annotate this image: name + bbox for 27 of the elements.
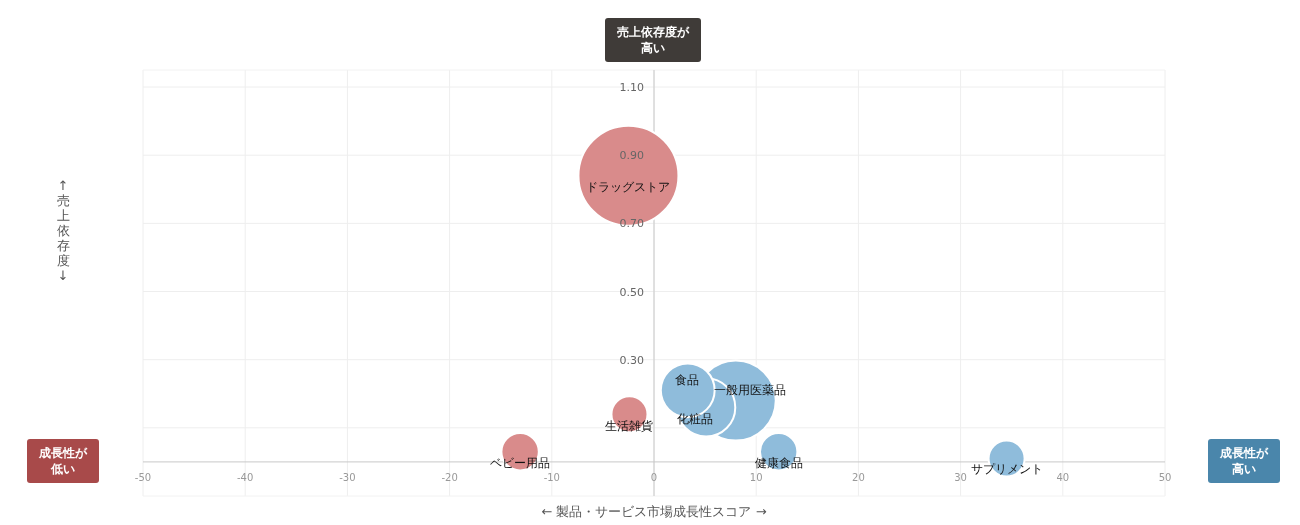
text: ↑売上依存度↓ bbox=[56, 178, 70, 283]
x-tick-label: 10 bbox=[749, 471, 763, 483]
y-tick-label: 0.70 bbox=[619, 217, 644, 231]
x-tick-label: -40 bbox=[237, 471, 254, 483]
x-tick-label: 20 bbox=[852, 471, 865, 483]
annotation: 健康食品 bbox=[754, 455, 803, 470]
y-tick-label: 0.90 bbox=[619, 149, 644, 163]
y-tick-label: 1.10 bbox=[619, 81, 644, 95]
text: 売上依存度が高い bbox=[617, 25, 690, 55]
x-tick-label: 0 bbox=[650, 471, 658, 483]
x-tick-label: 30 bbox=[954, 471, 967, 483]
x-tick-label: -30 bbox=[339, 471, 356, 483]
x-axis-title: ← 製品・サービス市場成長性スコア → bbox=[541, 504, 767, 519]
y-tick-label: 0.50 bbox=[619, 285, 644, 299]
x-tick-label: -20 bbox=[441, 471, 458, 483]
x-tick-label: -10 bbox=[543, 471, 560, 483]
text: 成長性が低い bbox=[38, 446, 88, 476]
text: 成長性が高い bbox=[1219, 446, 1269, 476]
x-tick-label: 50 bbox=[1158, 471, 1172, 483]
annotation: 食品 bbox=[674, 373, 699, 388]
annotation: ドラッグストア bbox=[586, 179, 671, 194]
annotation: 化粧品 bbox=[677, 412, 714, 427]
x-tick-label: -50 bbox=[134, 471, 152, 483]
annotation: サプリメント bbox=[970, 461, 1043, 476]
annotation: 生活雑貨 bbox=[605, 419, 654, 434]
x-tick-label: 40 bbox=[1056, 471, 1070, 483]
y-tick-label: 0.30 bbox=[619, 353, 644, 367]
